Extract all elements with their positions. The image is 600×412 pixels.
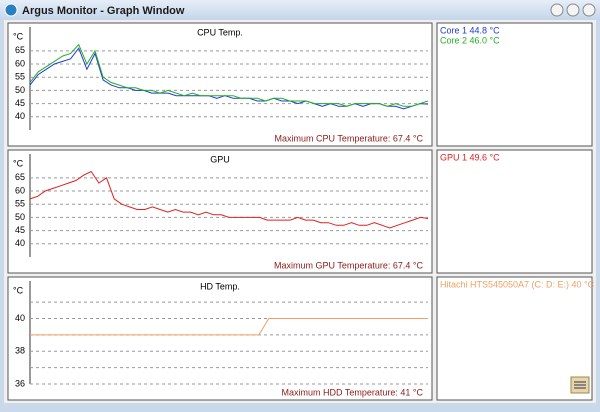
y-tick-label: 40 [15,313,25,323]
chart-panel [7,149,433,274]
chart-panel [7,276,433,401]
y-tick-label: 60 [15,185,25,195]
y-tick-label: 40 [15,111,25,121]
chart-panel [7,22,433,147]
legend-panel [436,22,593,147]
data-line [29,43,429,107]
y-tick-label: 55 [15,199,25,209]
annotation: Maximum GPU Temperature: 67.4 °C [274,260,423,270]
chart-title: CPU Temp. [197,27,243,37]
legend-entry: Core 2 46.0 °C [440,35,500,45]
data-line [29,47,429,110]
data-line [29,170,429,229]
settings-icon [574,381,586,389]
y-tick-label: 40 [15,238,25,248]
y-tick-label: 65 [15,172,25,182]
title-bar [0,0,600,20]
minimize-button[interactable] [550,3,564,17]
y-tick-label: 36 [15,378,25,388]
y-tick-label: 55 [15,72,25,82]
window-title: Argus Monitor - Graph Window [22,5,185,17]
maximize-button[interactable] [566,3,580,17]
legend-entry: Core 1 44.8 °C [440,25,500,35]
y-tick-label: 65 [15,45,25,55]
chart-title: GPU [210,154,230,164]
y-axis-unit: °C [13,158,24,168]
legend-panel [436,149,593,274]
y-tick-label: 45 [15,225,25,235]
y-tick-label: 50 [15,85,25,95]
app-icon [4,3,18,17]
y-tick-label: 50 [15,212,25,222]
y-tick-label: 60 [15,58,25,68]
close-button[interactable] [582,3,596,17]
y-axis-unit: °C [13,285,24,295]
y-axis-unit: °C [13,31,24,41]
data-line [30,318,428,336]
chart-title: HD Temp. [200,281,240,291]
y-tick-label: 38 [15,346,25,356]
legend-entry: GPU 1 49.6 °C [440,152,500,162]
annotation: Maximum CPU Temperature: 67.4 °C [275,133,424,143]
legend-entry: Hitachi HTS545050A7 (C: D: E:) 40 °C [440,279,595,289]
legend-panel [436,276,593,401]
y-tick-label: 45 [15,98,25,108]
annotation: Maximum HDD Temperature: 41 °C [282,387,424,397]
